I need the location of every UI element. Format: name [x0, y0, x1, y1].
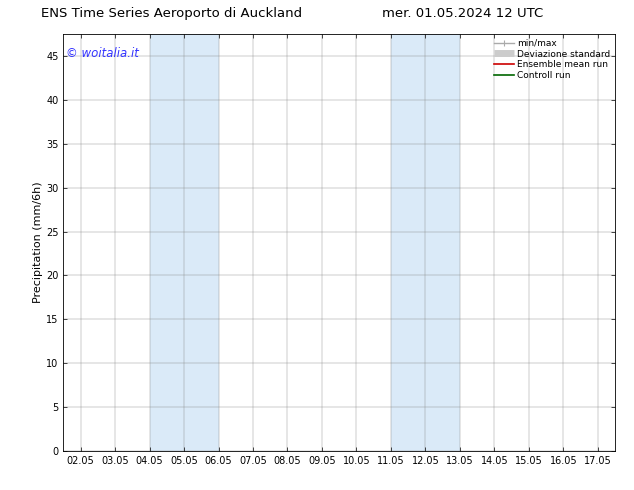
Text: © woitalia.it: © woitalia.it [66, 47, 139, 60]
Bar [391, 34, 460, 451]
Y-axis label: Precipitation (mm/6h): Precipitation (mm/6h) [33, 182, 43, 303]
Bar [150, 34, 219, 451]
Legend: min/max, Deviazione standard, Ensemble mean run, Controll run: min/max, Deviazione standard, Ensemble m… [491, 36, 613, 83]
Text: mer. 01.05.2024 12 UTC: mer. 01.05.2024 12 UTC [382, 7, 543, 21]
Text: ENS Time Series Aeroporto di Auckland: ENS Time Series Aeroporto di Auckland [41, 7, 302, 21]
